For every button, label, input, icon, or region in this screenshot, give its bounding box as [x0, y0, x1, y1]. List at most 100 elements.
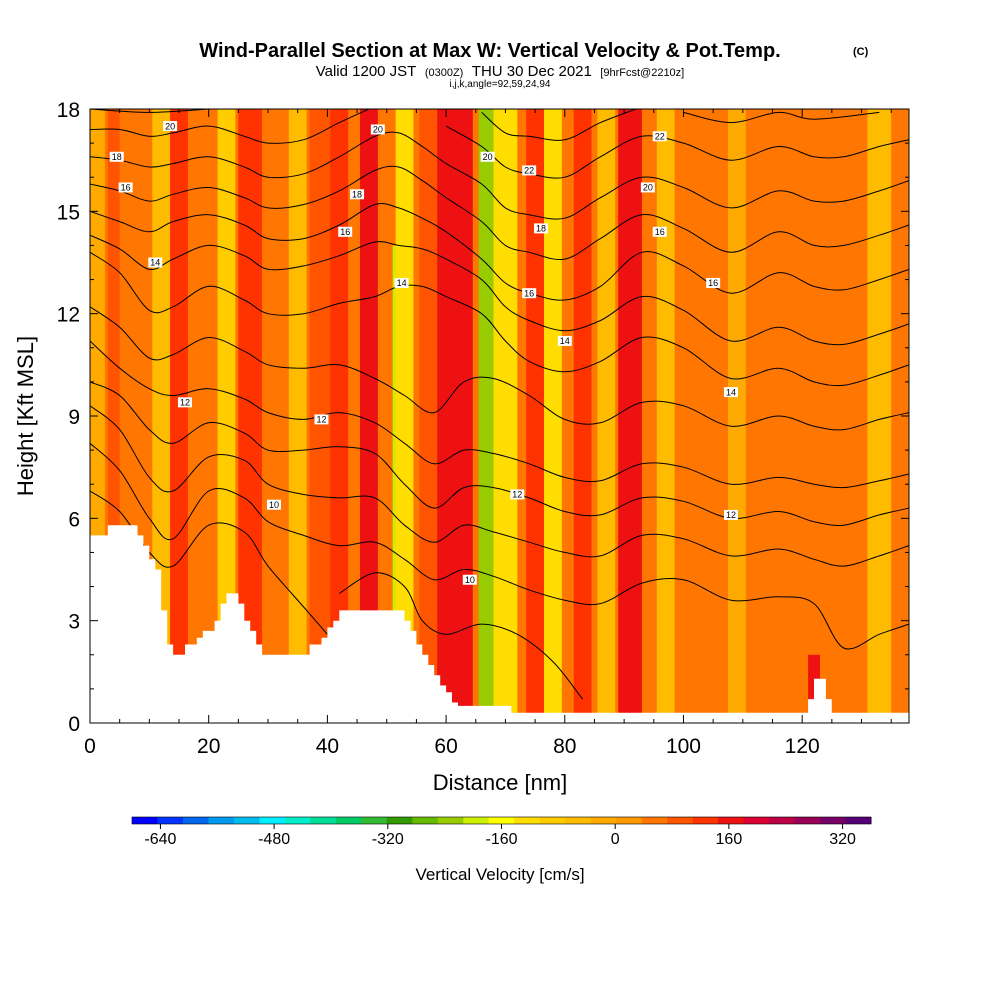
contour-label-text: 14 [397, 278, 407, 288]
contour-label: 20 [480, 151, 495, 162]
colorbar-segment [743, 817, 770, 824]
w-band [727, 109, 746, 723]
y-tick-label: 0 [68, 713, 80, 736]
contour-label-box [652, 226, 667, 237]
colorbar-tick-label: -320 [372, 831, 404, 848]
colorbar-segment [233, 817, 260, 824]
theta-contour [339, 572, 583, 700]
x-tick-label: 0 [84, 735, 96, 758]
y-axis: 0 3 6 9 12 15 18 [57, 99, 909, 736]
contour-label-box [109, 151, 124, 162]
colorbar-segment [845, 817, 872, 824]
contour-label: 18 [534, 223, 549, 234]
theta-contour [481, 109, 637, 141]
theta-contour [90, 251, 909, 387]
x-axis: 0 20 40 60 80 100 120 [84, 109, 892, 758]
contour-label-box [480, 151, 495, 162]
contour-label: 14 [394, 277, 409, 288]
contour-label-box [163, 121, 178, 132]
w-band [330, 109, 349, 723]
x-tick-label: 100 [666, 735, 701, 758]
contour-label-text: 14 [726, 387, 736, 397]
colorbar-segment [412, 817, 439, 824]
theta-contour [90, 109, 370, 144]
contour-label-box [534, 223, 549, 234]
contour-label-text: 20 [165, 121, 175, 131]
contour-label-text: 12 [512, 490, 522, 500]
contour-label: 22 [522, 165, 537, 176]
contour-label-box [652, 131, 667, 142]
x-tick-label: 20 [197, 735, 220, 758]
chart-subtitle: Valid 1200 JST (0300Z) THU 30 Dec 2021 [… [316, 63, 685, 80]
theta-contour [90, 203, 909, 301]
contour-label-text: 14 [150, 258, 160, 268]
w-band [395, 109, 414, 723]
colorbar: -640 -480 -320 -160 0 160 320 [131, 816, 872, 848]
contour-label: 12 [177, 397, 192, 408]
contour-label-text: 16 [340, 227, 350, 237]
w-band [190, 109, 215, 723]
contour-label-box [118, 182, 133, 193]
colorbar-segment [132, 817, 158, 824]
subtitle-forecast-info: [9hrFcst@2210z] [600, 67, 684, 79]
w-band [544, 109, 562, 723]
colorbar-segment [692, 817, 719, 824]
potential-temperature-contours [90, 109, 909, 700]
contour-label: 16 [652, 226, 667, 237]
chart-title: Wind-Parallel Section at Max W: Vertical… [199, 40, 780, 62]
contour-label-box [522, 288, 537, 299]
w-band [689, 109, 714, 723]
contour-label-box [338, 226, 353, 237]
colorbar-segment [590, 817, 617, 824]
w-band [825, 109, 850, 723]
x-tick-label: 80 [553, 735, 576, 758]
y-tick-label: 9 [68, 406, 80, 429]
copyright-mark: (C) [853, 46, 869, 58]
contour-label-text: 18 [112, 152, 122, 162]
contour-label-text: 22 [524, 166, 534, 176]
theta-contour [90, 234, 909, 346]
colorbar-tick-label: 320 [829, 831, 856, 848]
contour-label-text: 20 [483, 152, 493, 162]
contour-label: 16 [118, 182, 133, 193]
contour-label: 14 [148, 257, 163, 268]
contour-label-text: 12 [316, 415, 326, 425]
contour-label: 12 [510, 489, 525, 500]
contour-label-text: 16 [121, 183, 131, 193]
contour-label: 18 [109, 151, 124, 162]
theta-contour [683, 111, 880, 124]
w-band [170, 109, 188, 723]
contour-label-text: 14 [560, 336, 570, 346]
contour-label-text: 12 [180, 398, 190, 408]
colorbar-segment [820, 817, 847, 824]
colorbar-segment [437, 817, 464, 824]
contour-label-box [557, 335, 572, 346]
contour-label-box [350, 189, 365, 200]
w-band [618, 109, 642, 723]
x-tick-label: 40 [316, 735, 339, 758]
colorbar-segment [539, 817, 566, 824]
subtitle-valid-time: Valid 1200 JST [316, 63, 417, 80]
contour-label-text: 16 [708, 278, 718, 288]
w-band [493, 109, 518, 723]
y-tick-label: 3 [68, 611, 80, 634]
contour-label-text: 20 [643, 183, 653, 193]
contour-label-text: 10 [465, 575, 475, 585]
colorbar-tick-label: -640 [144, 831, 176, 848]
contour-label: 20 [163, 121, 178, 132]
colorbar-segment [386, 817, 413, 824]
w-band [262, 109, 286, 723]
colorbar-segment [463, 817, 490, 824]
contour-label-box [177, 397, 192, 408]
y-tick-label: 18 [57, 99, 80, 122]
colorbar-tick-label: -480 [258, 831, 290, 848]
contour-label-box [266, 499, 281, 510]
contour-label-text: 16 [655, 227, 665, 237]
y-tick-label: 12 [57, 304, 80, 327]
contour-label: 16 [338, 226, 353, 237]
colorbar-segment [718, 817, 745, 824]
contour-label-box [314, 414, 329, 425]
contour-label-box [522, 165, 537, 176]
contour-label: 20 [370, 124, 385, 135]
